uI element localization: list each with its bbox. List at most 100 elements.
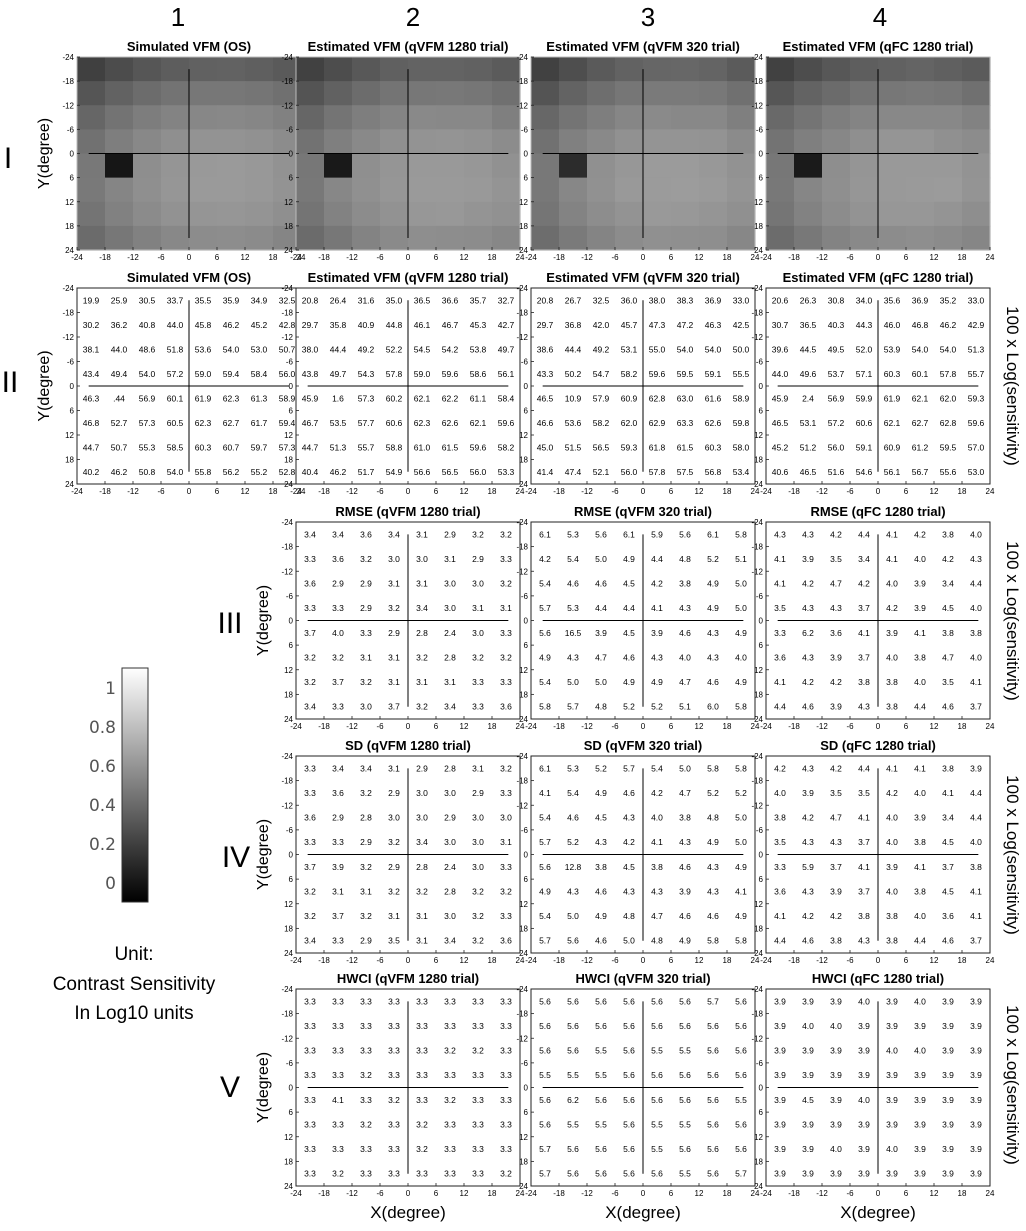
x-tick-label: -12 xyxy=(581,487,593,496)
column-label-4: 4 xyxy=(873,2,887,32)
x-tick-label: 6 xyxy=(669,1189,674,1198)
row-label-III: III xyxy=(217,607,242,640)
cell-value-label: 5.5 xyxy=(567,1119,579,1129)
heatmap-cell xyxy=(161,153,190,179)
heatmap-cell xyxy=(105,105,134,130)
cell-value-label: 36.0 xyxy=(621,295,638,305)
cell-value-label: 5.6 xyxy=(651,1070,663,1080)
cell-value-label: 4.4 xyxy=(914,702,926,712)
panel-title: SD (qFC 1280 trial) xyxy=(820,738,936,753)
x-tick-label: -24 xyxy=(290,956,302,965)
cell-value-label: 3.9 xyxy=(858,1046,870,1056)
heatmap-cell xyxy=(699,177,728,203)
cell-value-label: 60.3 xyxy=(195,442,212,452)
cell-value-label: 4.1 xyxy=(914,862,926,872)
x-tick-label: 0 xyxy=(876,722,881,731)
cell-value-label: 62.6 xyxy=(705,418,722,428)
cell-value-label: 3.5 xyxy=(858,788,870,798)
cell-value-label: 5.2 xyxy=(707,788,719,798)
cell-value-label: 4.0 xyxy=(914,996,926,1006)
cell-value-label: 3.2 xyxy=(500,1169,512,1179)
cell-value-label: 4.9 xyxy=(735,911,747,921)
cell-value-label: 3.8 xyxy=(970,628,982,638)
cell-value-label: 4.6 xyxy=(623,788,635,798)
x-tick-label: 18 xyxy=(488,722,497,731)
cell-value-label: 43.4 xyxy=(83,369,100,379)
cell-value-label: 4.1 xyxy=(970,677,982,687)
cell-value-label: 42.0 xyxy=(593,320,610,330)
cell-value-label: 4.9 xyxy=(735,677,747,687)
heatmap-cell xyxy=(878,177,907,203)
cell-value-label: 2.9 xyxy=(388,788,400,798)
cell-value-label: 59.5 xyxy=(940,442,957,452)
x-tick-label: -6 xyxy=(846,487,854,496)
heatmap-cell xyxy=(962,225,991,251)
x-tick-label: 24 xyxy=(986,1189,995,1198)
y-tick-label: 0 xyxy=(289,382,294,391)
cell-value-label: 45.0 xyxy=(537,442,554,452)
cell-value-label: 3.3 xyxy=(472,1095,484,1105)
x-tick-label: 24 xyxy=(751,253,760,262)
y-tick-label: 24 xyxy=(284,1182,293,1191)
y-tick-label: -6 xyxy=(521,826,529,835)
cell-value-label: 3.2 xyxy=(388,837,400,847)
y-tick-label: 18 xyxy=(754,690,763,699)
cell-value-label: 4.2 xyxy=(802,813,814,823)
cell-value-label: 45.2 xyxy=(251,320,268,330)
cell-value-label: 46.7 xyxy=(302,418,319,428)
y-tick-label: -24 xyxy=(516,284,528,293)
y-tick-label: -24 xyxy=(751,518,763,527)
x-tick-label: 24 xyxy=(751,487,760,496)
x-axis-title: X(degree) xyxy=(605,1203,681,1222)
heatmap-cell xyxy=(671,129,700,155)
cell-value-label: 3.1 xyxy=(500,837,512,847)
cell-value-label: 44.4 xyxy=(565,344,582,354)
x-tick-label: -12 xyxy=(346,487,358,496)
cell-value-label: 3.4 xyxy=(942,813,954,823)
cell-value-label: 38.0 xyxy=(649,295,666,305)
y-tick-label: 12 xyxy=(519,198,528,207)
cell-value-label: 5.6 xyxy=(735,1021,747,1031)
cell-value-label: 56.1 xyxy=(498,369,515,379)
cell-value-label: 25.9 xyxy=(111,295,128,305)
cell-value-label: 3.9 xyxy=(332,862,344,872)
cell-value-label: 35.5 xyxy=(195,295,212,305)
cell-value-label: 4.5 xyxy=(942,886,954,896)
cell-value-label: 57.3 xyxy=(358,393,375,403)
cell-value-label: 5.6 xyxy=(679,1070,691,1080)
y-tick-label: -6 xyxy=(521,1059,529,1068)
x-tick-label: -12 xyxy=(127,487,139,496)
x-tick-label: 12 xyxy=(241,487,250,496)
y-tick-label: 18 xyxy=(754,222,763,231)
cell-value-label: 5.4 xyxy=(567,554,579,564)
cell-value-label: 4.1 xyxy=(886,763,898,773)
heatmap-cell xyxy=(643,129,672,155)
cell-value-label: 3.7 xyxy=(304,628,316,638)
cell-value-label: 3.3 xyxy=(388,1021,400,1031)
cell-value-label: 3.8 xyxy=(774,813,786,823)
cell-value-label: 3.7 xyxy=(858,886,870,896)
cell-value-label: 2.8 xyxy=(444,886,456,896)
cell-value-label: 51.6 xyxy=(828,467,845,477)
cell-value-label: 45.8 xyxy=(195,320,212,330)
cell-value-label: 3.9 xyxy=(886,1021,898,1031)
cell-value-label: 4.0 xyxy=(679,652,691,662)
cell-value-label: 4.0 xyxy=(914,554,926,564)
x-tick-label: 6 xyxy=(904,722,909,731)
cell-value-label: 3.3 xyxy=(388,1144,400,1154)
heatmap-cell xyxy=(133,201,162,227)
cell-value-label: 51.3 xyxy=(330,442,347,452)
cell-value-label: 4.3 xyxy=(651,886,663,896)
heatmap-cell xyxy=(643,57,672,82)
cell-value-label: 4.4 xyxy=(774,702,786,712)
cell-value-label: 5.6 xyxy=(567,936,579,946)
cell-value-label: 4.0 xyxy=(886,886,898,896)
cell-value-label: 58.2 xyxy=(593,418,610,428)
cell-value-label: 4.0 xyxy=(886,813,898,823)
heatmap-cell xyxy=(408,105,437,130)
cell-value-label: 5.6 xyxy=(623,1070,635,1080)
y-tick-label: 24 xyxy=(519,949,528,958)
y-tick-label: -12 xyxy=(281,101,293,110)
cell-value-label: 4.0 xyxy=(651,813,663,823)
cell-value-label: 36.2 xyxy=(111,320,128,330)
